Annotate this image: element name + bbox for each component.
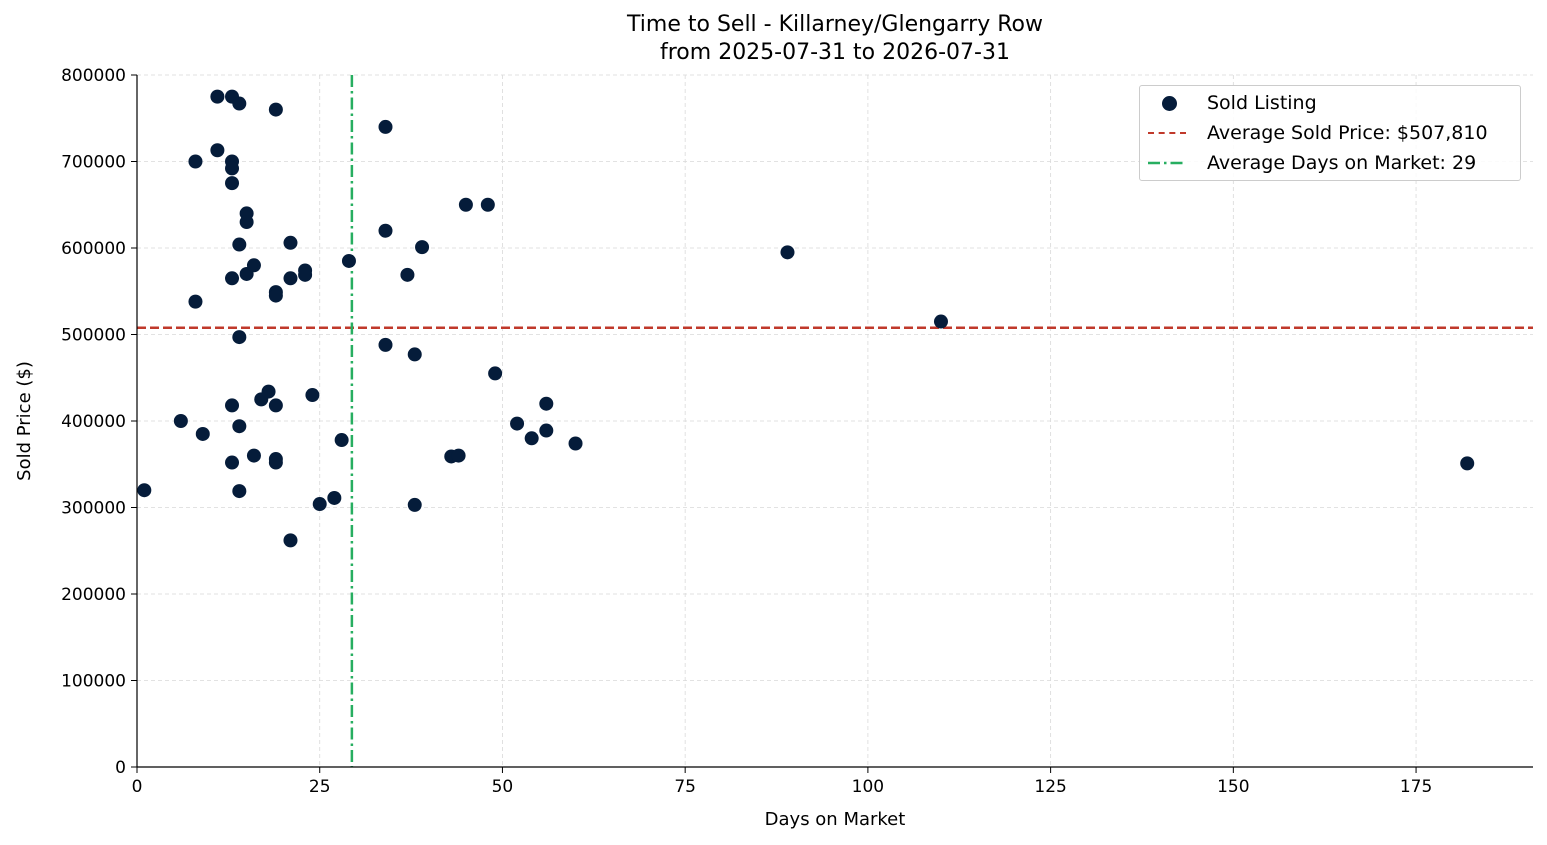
data-point	[210, 89, 225, 104]
data-point	[524, 431, 539, 446]
x-axis-label: Days on Market	[765, 809, 906, 830]
data-point	[327, 490, 342, 505]
data-point	[378, 119, 393, 134]
data-point	[225, 176, 240, 191]
data-point	[568, 436, 583, 451]
legend-item-avg-days: Average Days on Market: 29	[1140, 148, 1476, 178]
data-point	[480, 197, 495, 212]
data-point	[400, 267, 415, 282]
legend-item-sold-listing: Sold Listing	[1140, 88, 1317, 118]
legend-label-sold-listing: Sold Listing	[1207, 92, 1317, 114]
y-tick-label: 600000	[61, 239, 126, 259]
tick-labels: 0 25 50 75 100 125 150 175 0 100000 200000 300000 40…	[61, 66, 1432, 797]
legend-label-avg-price: Average Sold Price: $507,810	[1207, 122, 1488, 144]
data-point	[232, 330, 247, 345]
data-point	[268, 288, 283, 303]
data-point	[334, 433, 349, 448]
y-tick-label: 100000	[61, 672, 126, 692]
data-point	[173, 414, 188, 428]
data-point	[195, 426, 210, 441]
data-point	[268, 455, 283, 470]
y-tick-label: 0	[115, 758, 126, 778]
legend-dashed-line	[1148, 132, 1186, 134]
data-point	[378, 337, 393, 352]
y-tick-label: 500000	[61, 326, 126, 346]
data-point	[225, 161, 240, 176]
data-point	[225, 271, 240, 286]
data-point	[1460, 456, 1475, 471]
x-tick-label: 0	[132, 777, 143, 797]
data-point	[298, 267, 313, 282]
data-point	[268, 102, 283, 117]
data-point	[283, 271, 298, 286]
data-point	[933, 314, 948, 329]
data-points	[137, 89, 1475, 548]
legend-label-avg-days: Average Days on Market: 29	[1207, 152, 1477, 174]
legend-item-avg-price: Average Sold Price: $507,810	[1140, 118, 1488, 148]
data-point	[451, 448, 466, 463]
axes	[131, 74, 1533, 773]
data-point	[261, 384, 276, 399]
chart-title-line2: from 2025-07-31 to 2026-07-31	[660, 40, 1010, 65]
data-point	[232, 484, 247, 499]
data-point	[232, 96, 247, 111]
data-point	[188, 154, 203, 169]
data-point	[312, 497, 327, 512]
y-tick-label: 300000	[61, 499, 126, 519]
x-tick-label: 75	[674, 777, 696, 797]
legend-dashdot-line	[1148, 161, 1186, 165]
data-point	[415, 240, 430, 255]
x-tick-label: 25	[309, 777, 331, 797]
data-point	[407, 497, 422, 512]
legend: Sold Listing Average Sold Price: $507,81…	[1139, 85, 1521, 181]
data-point	[210, 143, 225, 158]
data-point	[283, 235, 298, 250]
data-point	[232, 237, 247, 252]
y-tick-label: 400000	[61, 412, 126, 432]
data-point	[268, 398, 283, 413]
data-point	[458, 197, 473, 212]
data-point	[188, 294, 203, 309]
data-point	[488, 366, 503, 381]
data-point	[539, 396, 554, 411]
y-axis-label: Sold Price ($)	[14, 361, 35, 481]
data-point	[539, 423, 554, 438]
data-point	[510, 416, 525, 431]
x-tick-label: 150	[1217, 777, 1249, 797]
data-point	[137, 483, 152, 498]
y-tick-label: 200000	[61, 585, 126, 605]
data-point	[239, 215, 254, 230]
chart-title-line1: Time to Sell - Killarney/Glengarry Row	[627, 12, 1043, 37]
data-point	[232, 419, 247, 434]
x-tick-label: 100	[852, 777, 884, 797]
data-point	[225, 398, 240, 413]
data-point	[225, 455, 240, 470]
x-tick-label: 125	[1034, 777, 1066, 797]
data-point	[341, 253, 356, 268]
legend-dot-marker	[1162, 96, 1177, 111]
data-point	[246, 448, 261, 463]
data-point	[407, 347, 422, 362]
data-point	[780, 245, 795, 260]
reference-lines	[137, 75, 1533, 767]
data-point	[246, 258, 261, 273]
y-tick-label: 800000	[61, 66, 126, 86]
data-point	[378, 223, 393, 238]
x-tick-label: 50	[492, 777, 514, 797]
x-tick-label: 175	[1400, 777, 1432, 797]
y-tick-label: 700000	[61, 153, 126, 173]
data-point	[283, 533, 298, 548]
data-point	[305, 388, 320, 403]
